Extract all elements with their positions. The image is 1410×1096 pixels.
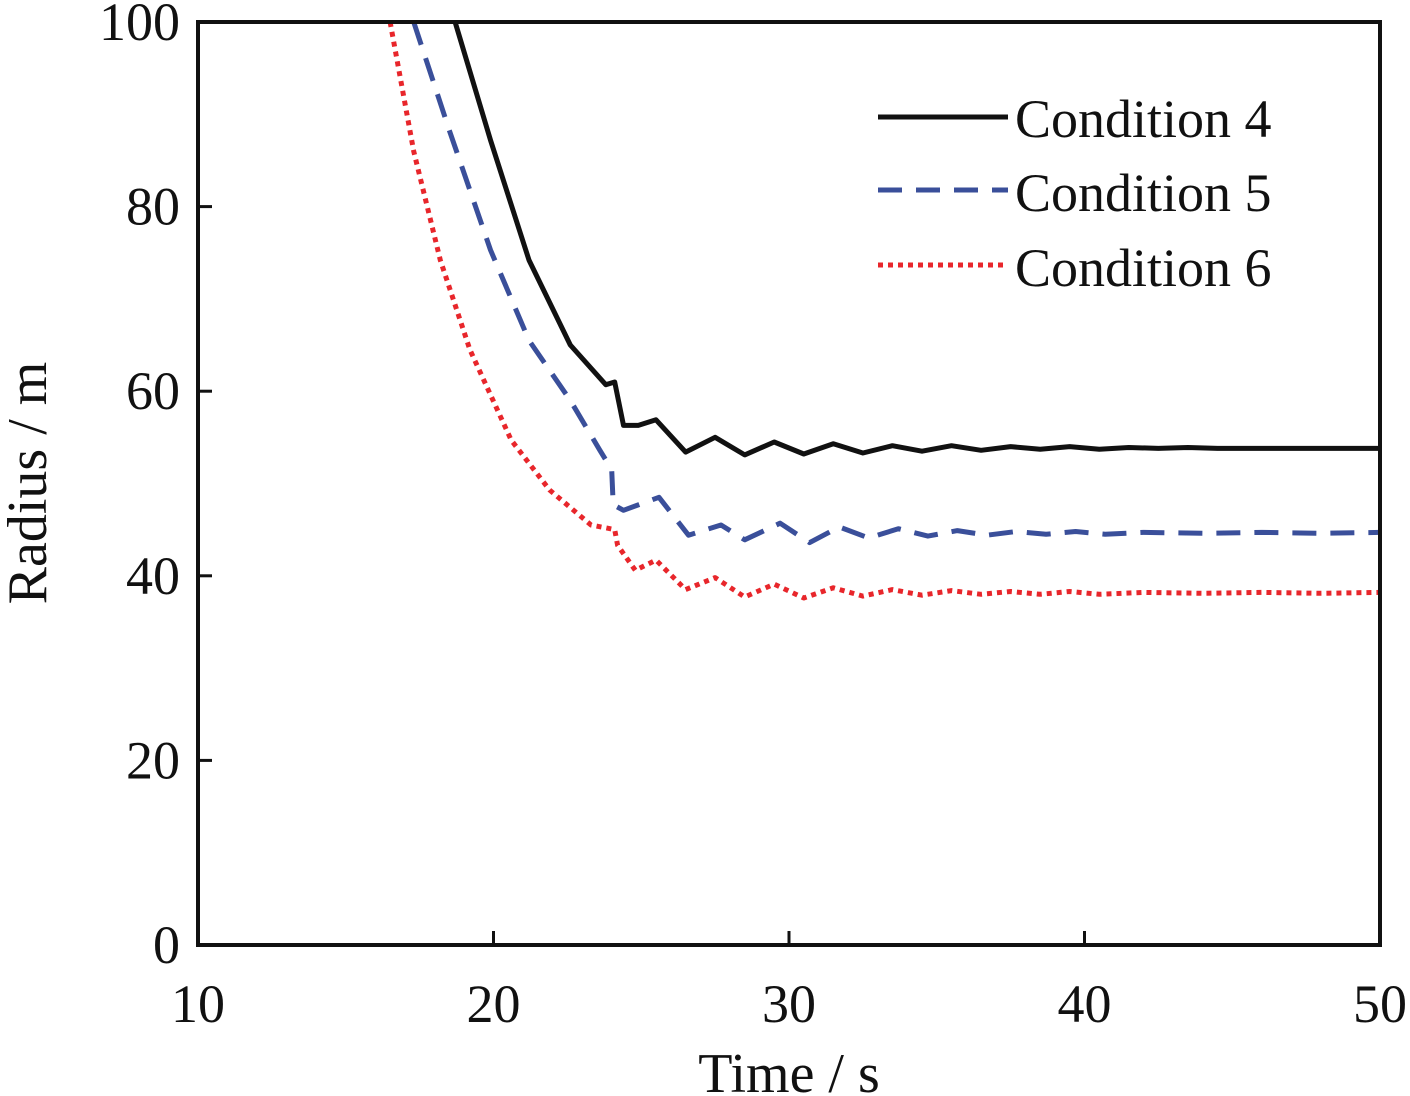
x-tick-label: 30 [762, 974, 816, 1034]
x-tick-label: 10 [171, 974, 225, 1034]
legend-label-condition-5: Condition 5 [1015, 163, 1272, 223]
x-axis-label: Time / s [698, 1043, 880, 1096]
x-tick-label: 40 [1058, 974, 1112, 1034]
legend: Condition 4 Condition 5 Condition 6 [878, 89, 1272, 298]
x-tick-label: 20 [467, 974, 521, 1034]
y-tick-label: 40 [126, 546, 180, 606]
y-tick-label: 100 [99, 0, 180, 52]
series-line-condition-4 [452, 21, 1380, 458]
y-tick-label: 60 [126, 361, 180, 421]
y-tick-label: 20 [126, 730, 180, 790]
series-line-condition-5 [411, 21, 1381, 546]
y-tick-label: 0 [153, 915, 180, 975]
x-tick-label: 50 [1353, 974, 1407, 1034]
y-axis-label: Radius / m [0, 362, 59, 605]
legend-label-condition-6: Condition 6 [1015, 238, 1272, 298]
legend-label-condition-4: Condition 4 [1015, 89, 1272, 149]
plot-frame [196, 20, 1382, 947]
y-tick-label: 80 [126, 177, 180, 237]
series-line-condition-6 [387, 21, 1381, 601]
